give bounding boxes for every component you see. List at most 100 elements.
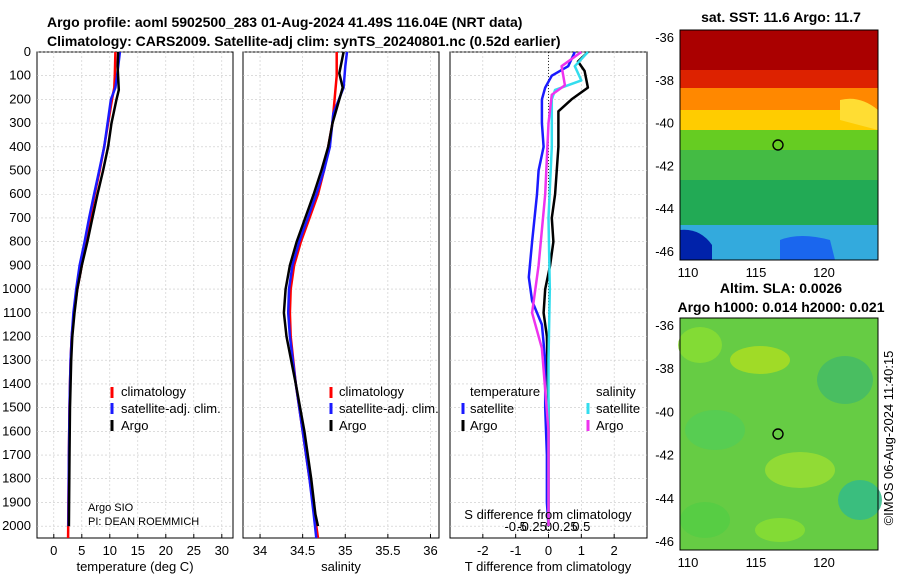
temperature-panel: 0100200300400500600700800900100011001200… [2,44,234,574]
sst-latitude-tick: -40 [655,116,674,131]
xtick2-label: 0.5 [572,519,590,534]
xtick-label: 0 [50,543,57,558]
legend-title-temperature: temperature [470,384,540,399]
sla-longitude-tick: 115 [746,555,767,570]
xtick-label: 36 [423,543,437,558]
xtick-label: -2 [477,543,489,558]
xtick-label: 1 [578,543,585,558]
sst-longitude-tick: 120 [813,265,835,280]
header-line-1: Argo profile: aoml 5902500_283 01-Aug-20… [47,14,522,30]
salinity-axes-frame [242,51,440,539]
xtick2-label: -0.25 [517,519,547,534]
xtick-label: 35 [338,543,352,558]
temperature-legend: climatology satellite-adj. clim. Argo [110,384,221,433]
credit-lab: Argo SIO [88,502,134,514]
ytick-depth: 1100 [3,305,31,320]
xtick-label: 15 [131,543,145,558]
header-line-2: Climatology: CARS2009. Satellite-adj cli… [47,33,561,49]
xtick-label: 35.5 [375,543,400,558]
xtick-label: 34.5 [290,543,315,558]
sla-map-title-1: Altim. SLA: 0.0026 [720,280,842,296]
legend-label-satellite-adj: satellite-adj. clim. [339,401,439,416]
ytick-depth: 1800 [2,471,31,486]
ytick-depth: 900 [9,257,31,272]
ytick-depth: 2000 [2,518,31,533]
sst-band [680,225,878,260]
salinity-legend: climatology satellite-adj. clim. Argo [329,384,439,433]
xtick-label: 34 [253,543,267,558]
difference-panel: -2 -1 0 1 2-0.5-0.250 0.250.5 T difference fr… [449,50,648,574]
sst-latitude-tick: -38 [655,73,674,88]
salinity-xlabel: salinity [321,559,361,574]
sst-band [680,110,878,130]
sla-map-title-2: Argo h1000: 0.014 h2000: 0.021 [677,299,884,315]
xtick2-label: 0 [545,519,552,534]
sla-anomaly-patch [755,518,805,542]
series-line-t-argo [542,51,590,527]
difference-legend: temperature salinity satellite Argo sate… [461,384,640,433]
sla-anomaly-patch [680,502,730,538]
xtick-label: 10 [103,543,117,558]
sst-map-title: sat. SST: 11.6 Argo: 11.7 [701,9,861,25]
sla-anomaly-patch [817,356,873,404]
legend-label-t-satellite: satellite [470,401,514,416]
ytick-depth: 1300 [2,352,31,367]
sst-band [680,30,878,70]
sst-band [680,70,878,88]
series-line-s-argo [530,50,583,527]
ytick-depth: 700 [9,210,31,225]
legend-label-s-argo: Argo [596,418,623,433]
sst-longitude-tick: 110 [678,265,699,280]
credit-pi: PI: DEAN ROEMMICH [88,516,199,528]
ytick-depth: 300 [9,115,31,130]
legend-label-satellite-adj: satellite-adj. clim. [121,401,221,416]
sla-latitude-tick: -36 [655,318,674,333]
series-line-argo [282,51,345,527]
sla-map: Altim. SLA: 0.0026 Argo h1000: 0.014 h20… [655,280,885,570]
ytick-depth: 1500 [2,400,31,415]
xtick-label: 25 [187,543,201,558]
sla-anomaly-patch [678,327,722,363]
ytick-depth: 1400 [2,376,31,391]
ytick-depth: 1900 [2,494,31,509]
xtick2-label: 0.25 [552,519,577,534]
argo-location-marker [772,139,784,151]
sst-latitude-tick: -46 [655,244,674,259]
sla-anomaly-patch [730,346,790,374]
legend-label-climatology: climatology [121,384,187,399]
series-line-argo [67,51,121,527]
ytick-depth: 1200 [2,328,31,343]
ytick-depth: 1000 [2,281,31,296]
sst-band [680,88,878,110]
salinity-panel: 34 34.5 35 35.5 36 salinity [242,51,440,574]
temperature-xlabel: temperature (deg C) [76,559,193,574]
sst-band [680,180,878,225]
sst-latitude-tick: -36 [655,30,674,45]
xtick-label: 2 [611,543,618,558]
xtick2-label: -0.5 [504,519,526,534]
sst-cold-patch [680,229,712,260]
legend-title-salinity: salinity [596,384,636,399]
sla-longitude-tick: 120 [813,555,835,570]
sla-latitude-tick: -40 [655,404,674,419]
sla-longitude-tick: 110 [678,555,699,570]
argo-location-marker [772,428,784,440]
sla-anomaly-patch [765,452,835,488]
sst-latitude-tick: -42 [655,158,674,173]
temperature-axes-frame [36,51,234,539]
sst-cold-patch [780,236,835,260]
legend-label-s-satellite: satellite [596,401,640,416]
sst-longitude-tick: 115 [746,265,767,280]
legend-label-argo: Argo [339,418,366,433]
ytick-depth: 1700 [2,447,31,462]
sla-latitude-tick: -38 [655,361,674,376]
sst-map: sat. SST: 11.6 Argo: 11.7 -36 -38 -40 -42 -4… [655,9,879,280]
legend-label-t-argo: Argo [470,418,497,433]
sla-latitude-tick: -44 [655,491,674,506]
ytick-depth: 1600 [2,423,31,438]
xtick-label: 5 [78,543,85,558]
sla-latitude-tick: -46 [655,534,674,549]
sst-latitude-tick: -44 [655,201,674,216]
series-line-satellite-adj-clim- [286,51,349,539]
